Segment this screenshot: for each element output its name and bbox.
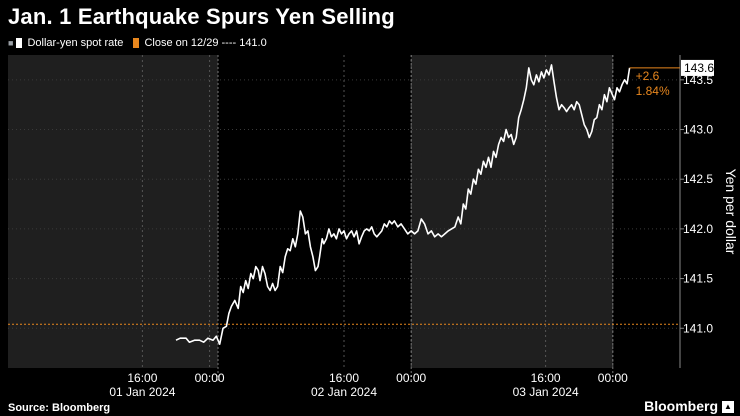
y-axis-label: Yen per dollar: [723, 169, 739, 255]
x-tick-date-4: 03 Jan 2024: [513, 385, 579, 399]
shaded-day-band-0: [8, 55, 218, 368]
marker-icon: ■: [8, 38, 14, 48]
y-tick-label-0: 141.0: [683, 321, 713, 335]
terminal-icon: ▲: [722, 401, 734, 413]
y-tick-label-5: 143.5: [683, 73, 713, 87]
x-tick-time-2: 16:00: [329, 371, 359, 385]
legend: ■ Dollar-yen spot rate Close on 12/29 --…: [8, 37, 277, 49]
change-abs-label: +2.6: [636, 69, 660, 83]
y-tick-label-2: 142.0: [683, 222, 713, 236]
last-value-box: [681, 59, 714, 76]
legend-swatch-reference: [133, 38, 140, 48]
x-tick-time-4: 16:00: [531, 371, 561, 385]
legend-label-reference: Close on 12/29 ---- 141.0: [144, 37, 267, 49]
source-note: Source: Bloomberg: [8, 402, 111, 414]
shaded-day-band-1: [411, 55, 613, 368]
x-tick-time-1: 00:00: [195, 371, 225, 385]
legend-label-series: Dollar-yen spot rate: [27, 37, 124, 49]
series-line-0: [175, 64, 631, 345]
chart-title: Jan. 1 Earthquake Spurs Yen Selling: [8, 4, 395, 29]
x-tick-time-5: 00:00: [598, 371, 628, 385]
last-value-label: 143.6: [684, 61, 714, 75]
y-tick-label-1: 141.5: [683, 272, 713, 286]
x-tick-time-0: 16:00: [127, 371, 157, 385]
x-tick-date-0: 01 Jan 2024: [109, 385, 175, 399]
y-tick-label-4: 143.0: [683, 123, 713, 137]
legend-item-series: ■ Dollar-yen spot rate: [8, 37, 123, 49]
y-tick-label-3: 142.5: [683, 172, 713, 186]
legend-item-reference: Close on 12/29 ---- 141.0: [133, 37, 267, 49]
legend-swatch-series: [16, 38, 23, 48]
x-tick-time-3: 00:00: [396, 371, 426, 385]
change-pct-label: 1.84%: [636, 84, 670, 98]
x-tick-date-2: 02 Jan 2024: [311, 385, 377, 399]
brand-logo: Bloomberg: [644, 398, 718, 414]
